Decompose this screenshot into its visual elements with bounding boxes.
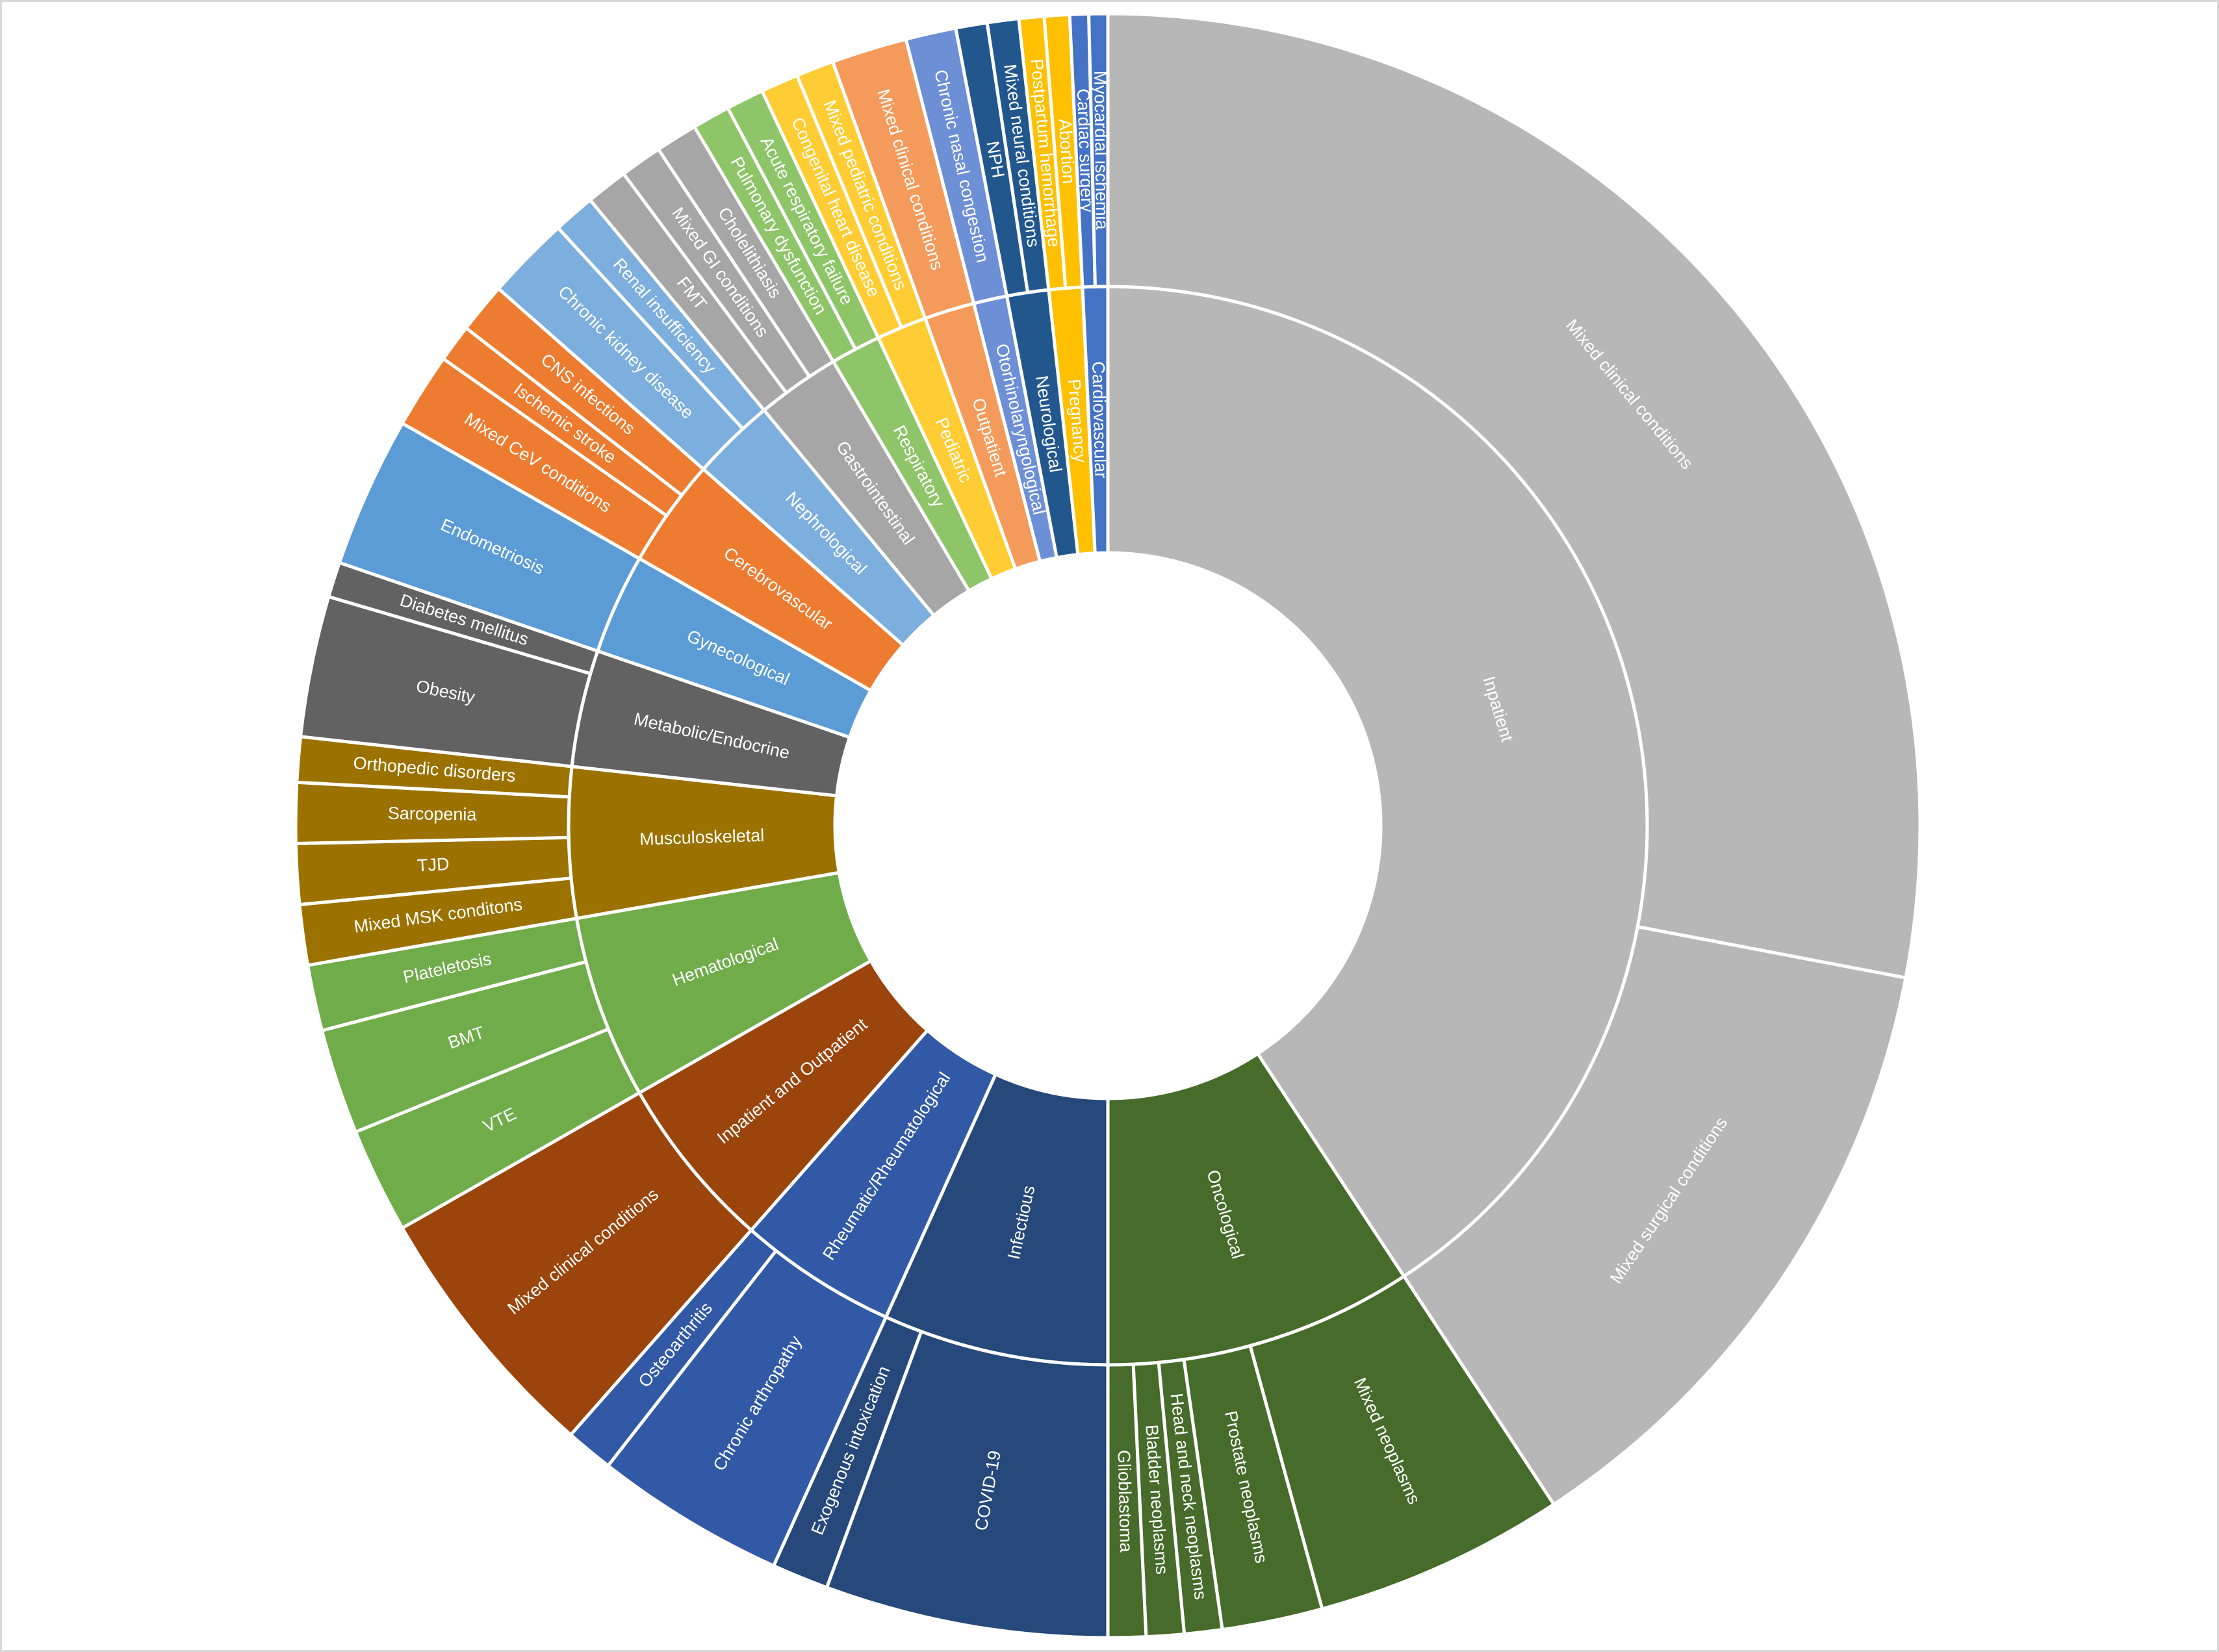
inner-ring xyxy=(567,285,1649,1367)
inner-label-musculoskeletal: Musculoskeletal xyxy=(639,826,765,849)
outer-label-myocardial-ischemia-41: Myocardial ischemia xyxy=(1090,71,1112,231)
outer-label-cardiac-surgery-40: Cardiac surgery xyxy=(1073,88,1097,213)
outer-label-sarcopenia-17: Sarcopenia xyxy=(388,804,478,824)
outer-segment-mixed-surgical-conditions-1 xyxy=(1402,924,1908,1507)
inner-label-cardiovascular: Cardiovascular xyxy=(1088,361,1110,479)
outer-label-abortion-39: Abortion xyxy=(1055,118,1078,184)
outer-label-tjd-16: TJD xyxy=(417,854,450,876)
outer-segment-mixed-clinical-conditions-0 xyxy=(1106,12,1922,980)
outer-segment-myocardial-ischemia-41 xyxy=(1086,12,1110,288)
outer-label-glioblastoma-6: Glioblastoma xyxy=(1114,1450,1136,1553)
outer-ring xyxy=(294,12,1922,1640)
